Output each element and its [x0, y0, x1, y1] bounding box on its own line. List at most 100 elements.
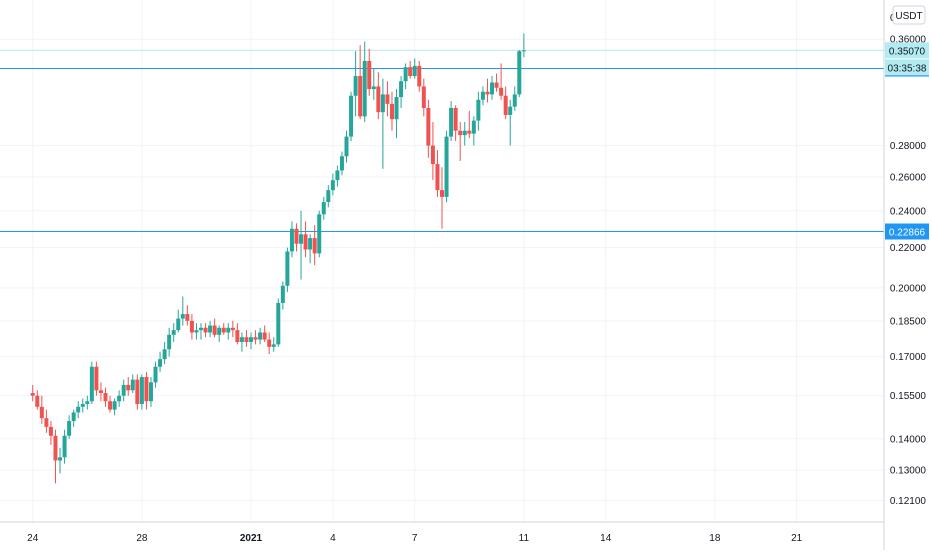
- candle: [339, 151, 344, 176]
- candle: [53, 429, 58, 484]
- candle: [239, 332, 244, 352]
- candle: [517, 49, 522, 98]
- candle: [71, 409, 76, 427]
- y-axis-ticks[interactable]: 0.36000 0.28000 0.26000 0.24000 0.22000 0.200…: [890, 13, 927, 507]
- candle-body: [521, 50, 526, 52]
- candle: [135, 374, 140, 410]
- candle-body: [94, 366, 99, 391]
- candle-body: [449, 107, 454, 137]
- candle-body: [244, 337, 249, 342]
- candle: [144, 371, 149, 410]
- candle-body: [180, 314, 185, 319]
- y-tick-label: 0.14000: [890, 434, 927, 445]
- y-tick-label: 0.17000: [890, 352, 927, 363]
- candle-body: [471, 120, 476, 134]
- candle: [303, 221, 308, 258]
- candle-body: [39, 406, 44, 419]
- candle: [48, 421, 53, 445]
- x-tick-label: 14: [600, 533, 612, 544]
- candle-body: [148, 382, 153, 402]
- y-tick-label: 0.18500: [890, 316, 927, 327]
- candle-body: [253, 337, 258, 340]
- candle-body: [276, 302, 281, 345]
- candle-body: [412, 65, 417, 77]
- candle-body: [399, 81, 404, 98]
- candle: [103, 387, 108, 407]
- candle-body: [194, 330, 199, 333]
- candle-body: [490, 82, 495, 95]
- currency-badge[interactable]: USDT: [892, 5, 926, 25]
- candle: [167, 327, 172, 357]
- candle: [44, 409, 49, 433]
- candle-body: [58, 457, 63, 461]
- candle: [371, 68, 376, 100]
- candle: [208, 320, 213, 338]
- candle: [403, 63, 408, 90]
- candle: [476, 91, 481, 131]
- candle: [130, 374, 135, 394]
- horizontal-lines: [0, 49, 884, 232]
- candle-body: [189, 320, 194, 333]
- x-tick-label: 18: [709, 533, 721, 544]
- candle: [276, 298, 281, 347]
- candle: [321, 196, 326, 220]
- candle-body: [262, 332, 267, 340]
- candle: [326, 185, 331, 208]
- candle-body: [376, 86, 381, 113]
- candle-body: [349, 95, 354, 137]
- candle: [389, 91, 394, 131]
- candle-body: [453, 107, 458, 131]
- candle: [80, 398, 85, 413]
- candle: [176, 309, 181, 333]
- candle: [180, 296, 185, 326]
- candle-body: [317, 214, 322, 254]
- candle-body: [462, 130, 467, 136]
- candle: [367, 48, 372, 96]
- candle-body: [35, 395, 40, 407]
- y-tick-label: 0.22000: [890, 243, 927, 254]
- candle: [217, 325, 222, 342]
- candle: [198, 323, 203, 340]
- candle: [430, 122, 435, 181]
- candle: [85, 395, 90, 410]
- candle: [299, 210, 304, 280]
- candle: [426, 99, 431, 158]
- candle-body: [476, 99, 481, 121]
- countdown-tag-label: 03:35:38: [888, 63, 927, 74]
- candle-body: [235, 330, 240, 342]
- candle: [512, 86, 517, 111]
- x-axis-ticks[interactable]: 24 28 2021 4 7 11 14 18 21: [27, 533, 803, 544]
- candle-body: [135, 379, 140, 404]
- candle: [62, 429, 67, 464]
- candle: [289, 221, 294, 258]
- candle-body: [208, 325, 213, 333]
- x-tick-label: 7: [412, 533, 418, 544]
- candle: [212, 318, 217, 338]
- candle: [417, 60, 422, 92]
- candle: [203, 323, 208, 338]
- candle: [335, 165, 340, 187]
- y-tick-label: 0.12100: [890, 496, 927, 507]
- candle: [148, 377, 153, 407]
- candle: [485, 78, 490, 103]
- candle: [412, 58, 417, 79]
- candle: [249, 332, 254, 350]
- candle-body: [517, 51, 522, 95]
- candle-body: [44, 418, 49, 427]
- candle: [112, 398, 117, 416]
- candle-body: [321, 202, 326, 215]
- candle-body: [421, 86, 426, 108]
- candle: [35, 390, 40, 410]
- candle-body: [344, 136, 349, 157]
- candle-body: [299, 234, 304, 244]
- candle: [185, 305, 190, 326]
- candle: [508, 99, 513, 146]
- candle-body: [440, 190, 444, 197]
- candle-body: [339, 156, 344, 171]
- candle-body: [358, 76, 363, 117]
- candle-body: [171, 330, 176, 335]
- candle-body: [103, 393, 108, 402]
- candle: [39, 395, 44, 424]
